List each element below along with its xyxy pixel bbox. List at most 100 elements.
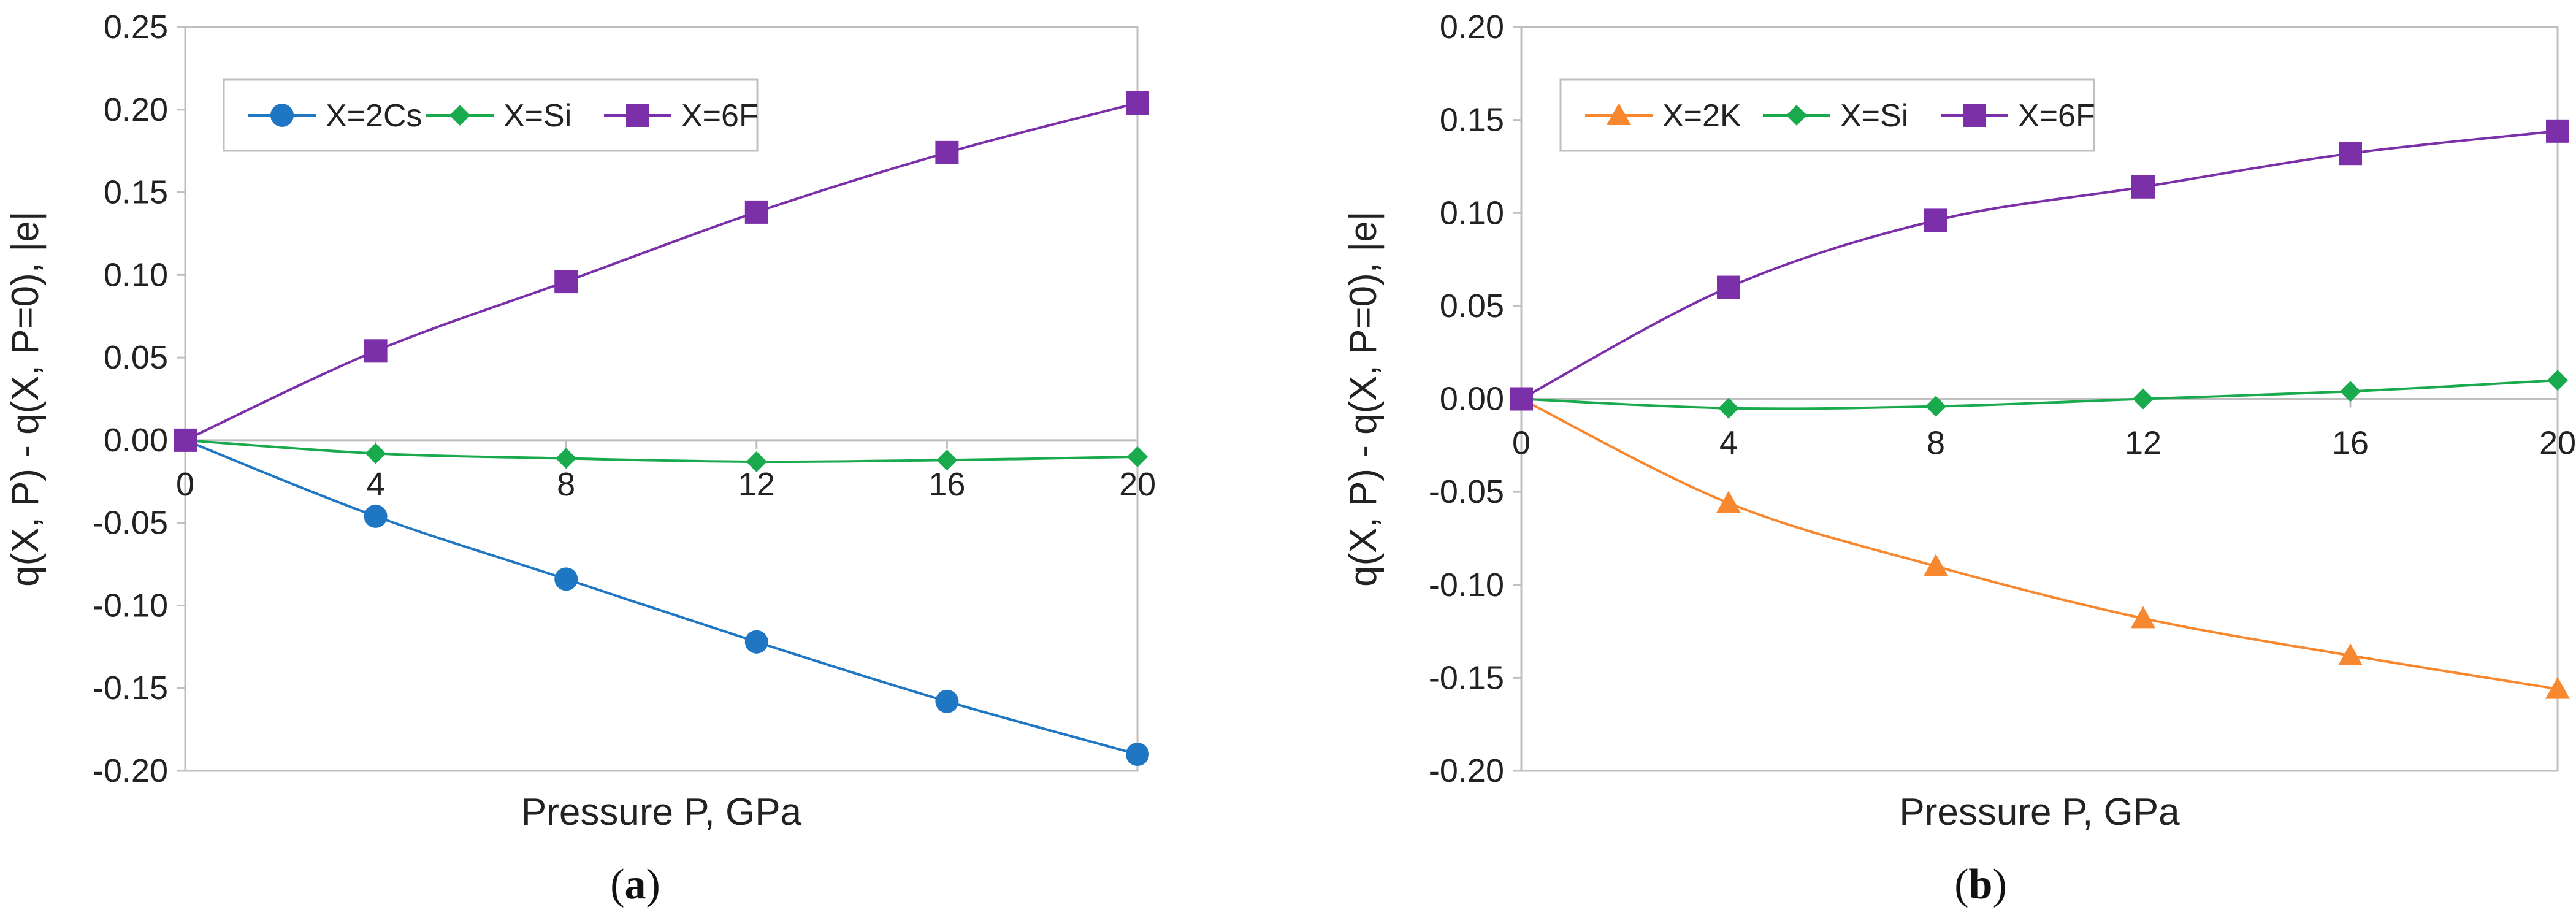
legend-label: X=6F <box>681 98 759 134</box>
panel-label-letter: a <box>625 861 646 908</box>
y-tick-label: -0.10 <box>93 587 168 624</box>
x-tick-label: 20 <box>2539 425 2576 462</box>
x-tick-label: 4 <box>1719 425 1738 462</box>
data-point <box>1510 387 1533 411</box>
legend-label: X=Si <box>1840 98 1908 134</box>
y-tick-label: 0.15 <box>1440 102 1504 139</box>
x-tick-label: 8 <box>1927 425 1945 462</box>
data-point <box>1718 397 1739 419</box>
x-tick-label: 12 <box>2125 425 2161 462</box>
y-tick-label: 0.25 <box>104 9 168 45</box>
data-point <box>1924 208 1947 232</box>
legend-entry: X=Si <box>426 98 571 134</box>
data-point <box>2133 388 2154 410</box>
y-tick-label: -0.10 <box>1429 567 1504 603</box>
data-point <box>936 449 958 471</box>
y-tick-label: 0.10 <box>1440 194 1504 231</box>
legend-marker <box>1786 105 1807 126</box>
y-tick-label: 0.20 <box>104 91 168 128</box>
y-tick-label: -0.15 <box>93 670 168 706</box>
x-tick-label: 20 <box>1119 466 1156 503</box>
panel-label-close: ) <box>646 861 660 908</box>
series-line <box>185 439 1138 755</box>
series-x-6f <box>1510 119 2569 411</box>
panel-label-open: ( <box>1954 861 1968 908</box>
legend-entry: X=Si <box>1763 98 1908 134</box>
x-tick-label: 8 <box>557 466 575 503</box>
data-point <box>1126 743 1149 767</box>
plot-area-frame <box>184 26 1139 772</box>
y-tick-label: 0.10 <box>104 256 168 293</box>
data-point <box>2340 381 2361 402</box>
x-tick-label: 16 <box>2332 425 2369 462</box>
data-point <box>364 339 388 363</box>
x-axis-title: Pressure P, GPa <box>521 791 802 833</box>
y-tick-label: 0.05 <box>1440 288 1504 324</box>
panel-label: (b) <box>1954 861 2007 908</box>
x-tick-label: 0 <box>176 466 194 503</box>
legend-marker <box>1963 104 1986 127</box>
data-point <box>2546 119 2569 143</box>
data-point <box>365 443 386 464</box>
data-point <box>1716 491 1741 513</box>
data-point <box>1126 91 1149 115</box>
y-tick-label: 0.00 <box>104 422 168 459</box>
panel-label: (a) <box>610 861 660 908</box>
legend-entry: X=2K <box>1585 98 1741 134</box>
data-point <box>554 567 578 591</box>
y-tick-label: 0.00 <box>1440 381 1504 418</box>
series-x-si <box>175 429 1148 472</box>
data-point <box>2547 370 2568 391</box>
legend-label: X=6F <box>2018 98 2095 134</box>
chart-panel-b: 0.20 0.15 0.10 0.05 0.00 -0.05 -0.10 -0.15 -0.20… <box>1342 9 2576 908</box>
data-point <box>556 448 577 469</box>
legend-label: X=2Cs <box>326 98 422 134</box>
legend-marker <box>449 105 470 126</box>
data-point <box>2338 643 2363 665</box>
data-point <box>174 428 197 452</box>
data-point <box>744 200 768 224</box>
data-point <box>1127 446 1148 467</box>
y-tick-label: -0.05 <box>1429 473 1504 510</box>
y-axis-title: q(X, P) - q(X, P=0), |e| <box>4 211 47 587</box>
data-point <box>1925 396 1946 417</box>
data-point <box>1924 554 1948 576</box>
data-point <box>1717 275 1740 299</box>
series-line <box>1521 379 2558 410</box>
y-tick-label: -0.05 <box>93 505 168 541</box>
y-tick-label: -0.15 <box>1429 659 1504 696</box>
legend-marker <box>626 104 649 127</box>
data-point <box>554 270 578 294</box>
y-tick-label: 0.15 <box>104 174 168 211</box>
x-tick-label: 16 <box>928 466 965 503</box>
y-tick-label: 0.05 <box>104 339 168 376</box>
series-x-2k <box>1509 386 2570 699</box>
series-line <box>185 102 1138 442</box>
legend-marker <box>270 104 294 127</box>
y-tick-label: -0.20 <box>1429 752 1504 789</box>
series-line <box>185 438 1138 464</box>
series-line <box>1521 397 2558 690</box>
data-point <box>364 504 388 528</box>
data-point <box>746 451 767 472</box>
x-tick-label: 4 <box>367 466 385 503</box>
chart-panel-a: 0.25 0.20 0.15 0.10 0.05 0.00 -0.05 -0.10 -0.15 -… <box>4 9 1156 908</box>
series-x-2cs <box>174 428 1149 767</box>
series-x-si <box>1511 370 2568 419</box>
data-point <box>744 630 768 654</box>
data-point <box>935 140 959 164</box>
y-axis-title: q(X, P) - q(X, P=0), |e| <box>1342 211 1385 587</box>
data-point <box>935 689 959 713</box>
data-point <box>2545 676 2570 699</box>
legend-entry: X=6F <box>604 98 759 134</box>
panel-label-letter: b <box>1969 861 1993 908</box>
series-line <box>1521 129 2558 400</box>
x-tick-label: 0 <box>1512 425 1531 462</box>
x-axis-title: Pressure P, GPa <box>1899 791 2180 833</box>
y-tick-label: 0.20 <box>1440 9 1504 45</box>
data-point <box>2131 606 2155 629</box>
legend-label: X=Si <box>503 98 571 134</box>
data-point <box>2131 175 2155 199</box>
legend-entry: X=6F <box>1941 98 2095 134</box>
